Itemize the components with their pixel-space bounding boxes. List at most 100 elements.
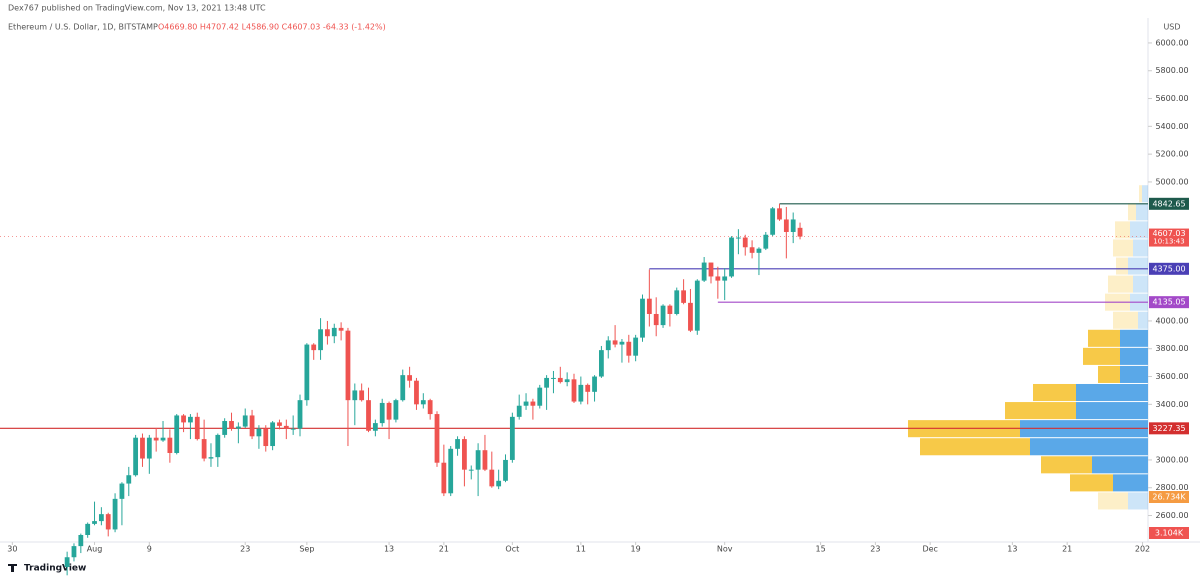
y-tick-label: 5200.00	[1155, 150, 1188, 159]
candle-body	[188, 416, 193, 423]
candle-body	[263, 428, 269, 447]
profile-up	[1113, 474, 1148, 492]
y-tick-label: 5400.00	[1155, 122, 1188, 131]
candle-body	[78, 534, 84, 547]
x-tick-label: 19	[631, 545, 641, 554]
candle-body	[749, 247, 755, 253]
candle-body	[345, 330, 351, 401]
candle-body	[797, 227, 803, 237]
candle-body	[715, 276, 721, 281]
y-tick-label: 5800.00	[1155, 66, 1188, 75]
candle-body	[646, 298, 652, 314]
candle-body	[420, 400, 426, 405]
candle-body	[735, 237, 741, 239]
candle-body	[174, 415, 180, 453]
x-tick-label: 23	[240, 545, 250, 554]
candle-body	[153, 437, 159, 441]
candle-body	[92, 521, 97, 524]
candle-body	[407, 375, 413, 381]
x-tick-label: Nov	[717, 545, 733, 554]
candle-body	[277, 422, 282, 426]
symbol: Ethereum / U.S. Dollar, 1D, BITSTAMP	[8, 23, 158, 32]
candle-body	[105, 514, 111, 530]
candle-body	[605, 340, 611, 351]
candle-body	[482, 450, 488, 470]
profile-down	[1116, 257, 1128, 275]
candle-body	[133, 437, 139, 476]
x-tick-label: 21	[1062, 545, 1072, 554]
candle-body	[119, 483, 125, 499]
candle-body	[557, 377, 563, 383]
profile-down	[1098, 492, 1128, 510]
candle-body	[681, 290, 686, 303]
candle-body	[215, 434, 221, 458]
y-tick-label: 6000.00	[1155, 38, 1188, 47]
x-tick-label: 23	[870, 545, 880, 554]
candle-body	[701, 262, 707, 281]
candle-body	[427, 400, 433, 415]
candle-body	[304, 344, 310, 401]
y-tick-label: 3600.00	[1155, 372, 1188, 381]
candle-body	[626, 341, 632, 356]
candle-body	[325, 329, 330, 337]
candle-body	[318, 329, 323, 351]
candle-body	[98, 514, 104, 522]
candle-body	[386, 402, 392, 420]
profile-up	[1133, 275, 1148, 293]
candle-body	[475, 450, 481, 470]
candle-body	[599, 350, 604, 377]
profile-up	[1120, 329, 1148, 347]
profile-down	[1088, 329, 1120, 347]
candle-body	[393, 400, 399, 420]
candle-body	[400, 375, 406, 401]
candle-body	[229, 421, 234, 429]
profile-up	[1120, 365, 1148, 383]
profile-down	[1115, 221, 1130, 239]
profile-up	[1142, 185, 1148, 203]
candle-body	[242, 415, 248, 427]
candle-body	[592, 376, 597, 392]
candle-body	[126, 475, 132, 484]
x-tick-label: Aug	[87, 545, 103, 554]
level-label: 4375.00	[1152, 264, 1185, 273]
candle-body	[64, 557, 70, 567]
candle-body	[674, 290, 680, 314]
ohlc-legend: O4669.80 H4707.42 L4586.90 C4607.03 -64.…	[158, 23, 386, 32]
level-label-bg	[1149, 296, 1189, 309]
candle-body	[167, 437, 173, 453]
profile-up	[1076, 402, 1148, 420]
level-label-bg	[1149, 197, 1189, 210]
candle-body	[71, 546, 77, 558]
x-tick-label: Oct	[505, 545, 519, 554]
candle-body	[688, 302, 693, 331]
candle-body	[359, 390, 365, 401]
published-note: Dex767 published on TradingView.com, Nov…	[8, 4, 266, 13]
x-tick-label: 30	[7, 545, 17, 554]
candle-body	[571, 379, 577, 402]
candle-body	[208, 457, 214, 459]
profile-down	[1098, 365, 1120, 383]
profile-down	[1139, 185, 1142, 203]
candle-body	[537, 387, 543, 406]
y-tick-label: 2800.00	[1155, 483, 1188, 492]
last-price-label: 4607.03	[1152, 229, 1185, 238]
profile-up	[1133, 239, 1148, 257]
x-tick-label: 11	[576, 545, 586, 554]
candle-body	[434, 414, 440, 463]
candle-body	[338, 327, 344, 331]
candle-body	[516, 405, 522, 417]
profile-down	[920, 438, 1030, 456]
candle-body	[777, 208, 782, 220]
candle-body	[763, 234, 769, 249]
candle-body	[585, 384, 591, 392]
profile-up	[1130, 221, 1148, 239]
candle-body	[146, 437, 152, 459]
candle-body	[496, 480, 502, 487]
profile-up	[1128, 257, 1148, 275]
profile-down	[1041, 456, 1092, 474]
candle-body	[790, 219, 796, 232]
candle-body	[633, 337, 639, 356]
candle-body	[201, 439, 207, 459]
candle-body	[551, 377, 556, 379]
